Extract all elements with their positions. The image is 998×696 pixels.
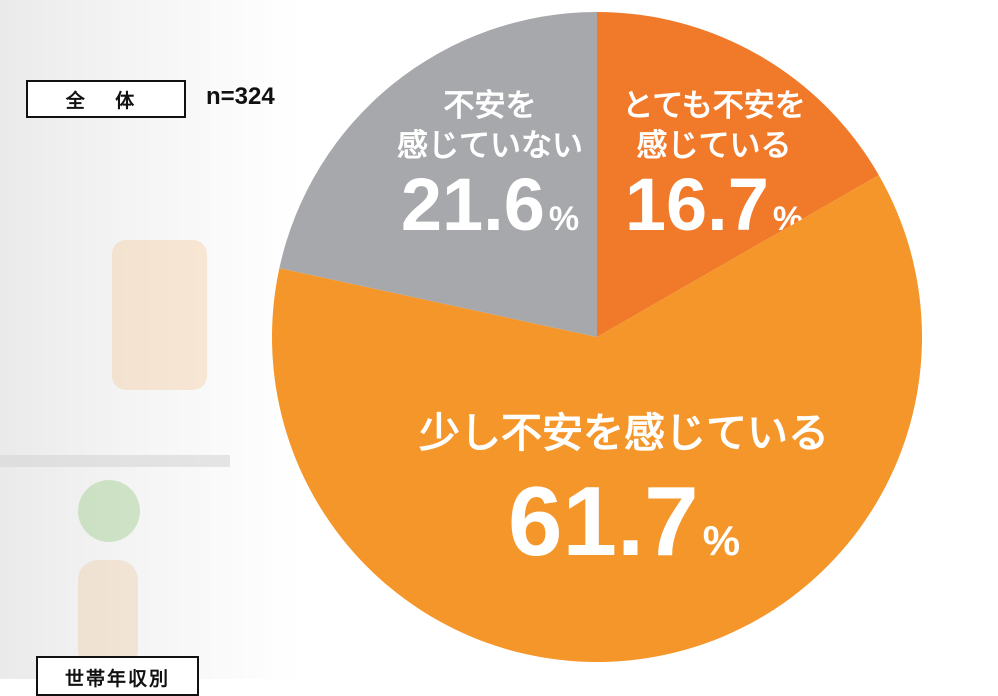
slice-value-number-3: 21.6 xyxy=(401,163,545,246)
next-section-label: 世帯年収別 xyxy=(64,668,170,690)
slice-value-2: 61.7% xyxy=(508,466,740,576)
next-section-label-box: 世帯年収別 xyxy=(36,656,199,696)
group-label: 全 体 xyxy=(65,89,147,112)
slice-value-unit-3: % xyxy=(549,200,579,238)
slice-label-1-line-1: とても不安を xyxy=(622,88,806,124)
pie-slice-3 xyxy=(279,12,597,337)
slice-value-unit-2: % xyxy=(703,517,740,564)
slice-label-2-line-1: 少し不安を感じている xyxy=(419,409,829,457)
pie-slice-2 xyxy=(272,175,922,662)
slice-label-3-line-2: 感じていない xyxy=(397,128,583,164)
background-shelf xyxy=(0,455,230,467)
slice-label-1-line-2: 感じている xyxy=(637,128,792,164)
slice-value-number-1: 16.7 xyxy=(625,163,769,246)
background-decoration-orange-2 xyxy=(78,560,138,670)
background-decoration-green xyxy=(78,480,140,542)
pie-slice-1 xyxy=(597,12,879,337)
sample-size: n=324 xyxy=(206,83,275,110)
group-label-box: 全 体 xyxy=(26,80,186,118)
slice-value-number-2: 61.7 xyxy=(508,466,699,576)
slice-value-3: 21.6% xyxy=(401,163,579,246)
slice-label-3-line-1: 不安を xyxy=(444,88,537,124)
background-decoration-orange xyxy=(112,240,207,390)
